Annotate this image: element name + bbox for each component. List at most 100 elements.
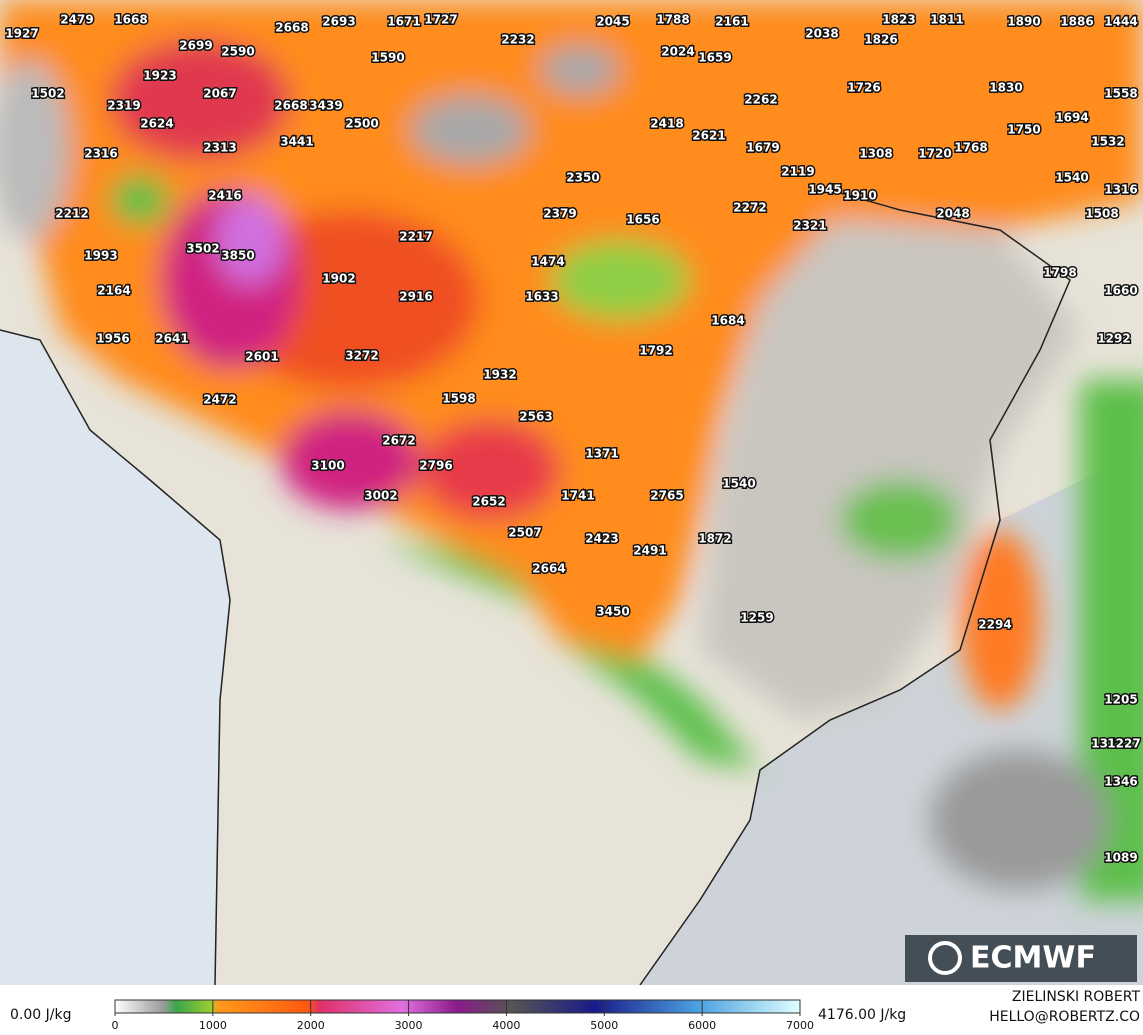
- cape-label: 1508: [1085, 207, 1118, 221]
- cape-label: 1927: [5, 27, 38, 41]
- cape-label: 1768: [954, 141, 987, 155]
- colorbar-tick-label: 3000: [395, 1019, 423, 1032]
- cape-label: 1668: [114, 13, 147, 27]
- cape-label: 1659: [698, 51, 731, 65]
- cape-label: 3502: [186, 242, 219, 256]
- cape-label: 2668: [275, 21, 308, 35]
- cape-label: 2423: [585, 532, 618, 546]
- cape-label: 1726: [847, 81, 880, 95]
- cape-label: 2119: [781, 165, 814, 179]
- cape-label: 1346: [1104, 775, 1137, 789]
- cape-label: 1826: [864, 33, 897, 47]
- cape-label: 3272: [345, 349, 378, 363]
- credit-contact: HELLO@ROBERTZ.CO: [989, 1009, 1140, 1025]
- cape-label: 1532: [1091, 135, 1124, 149]
- colorbar-tick-label: 7000: [786, 1019, 814, 1032]
- cape-label: 1312: [1091, 737, 1124, 751]
- cape-label: 2624: [140, 117, 173, 131]
- cape-label: 1890: [1007, 15, 1040, 29]
- cape-label: 1598: [442, 392, 475, 406]
- cape-label: 1590: [371, 51, 404, 65]
- cape-label: 2621: [692, 129, 725, 143]
- cape-label: 2272: [733, 201, 766, 215]
- cape-label: 2316: [84, 147, 117, 161]
- logo: ECMWF: [905, 935, 1137, 982]
- cape-label: 1727: [424, 13, 457, 27]
- cape-label: 2652: [472, 495, 505, 509]
- cape-label: 2313: [203, 141, 236, 155]
- cape-label: 2161: [715, 15, 748, 29]
- cape-label: 2668: [274, 99, 307, 113]
- cape-label: 1540: [1055, 171, 1088, 185]
- cape-label: 2491: [633, 544, 666, 558]
- legend-max-label: 4176.00 J/kg: [818, 1007, 906, 1023]
- logo-text: ECMWF: [970, 941, 1096, 976]
- cape-label: 2500: [345, 117, 378, 131]
- cape-label: 2038: [805, 27, 838, 41]
- cape-label: 2048: [936, 207, 969, 221]
- cape-label: 2379: [543, 207, 576, 221]
- colorbar-tick-label: 0: [112, 1019, 119, 1032]
- cape-label: 1945: [808, 183, 841, 197]
- cape-label: 1308: [859, 147, 892, 161]
- colorbar-tick-label: 4000: [492, 1019, 520, 1032]
- cape-label: 3850: [221, 249, 254, 263]
- cape-label: 2916: [399, 290, 432, 304]
- cape-label: 1671: [387, 15, 420, 29]
- cape-label: 1923: [143, 69, 176, 83]
- cape-label: 2232: [501, 33, 534, 47]
- cape-label: 2067: [203, 87, 236, 101]
- cape-label: 2319: [107, 99, 140, 113]
- map-background: [0, 0, 1143, 985]
- cape-label: 1956: [96, 332, 129, 346]
- cape-label: 2765: [650, 489, 683, 503]
- cape-label: 2217: [399, 230, 432, 244]
- cape-label: 1694: [1055, 111, 1088, 125]
- cape-label: 2590: [221, 45, 254, 59]
- cape-label: 1540: [722, 477, 755, 491]
- colorbar-tick-label: 6000: [688, 1019, 716, 1032]
- cape-label: 1292: [1097, 332, 1130, 346]
- cape-label: 1830: [989, 81, 1022, 95]
- cape-label: 1886: [1060, 15, 1093, 29]
- cape-label: 1089: [1104, 851, 1137, 865]
- cape-label: 2418: [650, 117, 683, 131]
- cape-label: 1993: [84, 249, 117, 263]
- cape-label: 1633: [525, 290, 558, 304]
- cape-label: 1811: [930, 13, 963, 27]
- cape-label: 1371: [585, 447, 618, 461]
- cape-label: 1502: [31, 87, 64, 101]
- credit-name: ZIELINSKI ROBERT: [1012, 989, 1141, 1005]
- cape-label: 1932: [483, 368, 516, 382]
- cape-label: 1660: [1104, 284, 1137, 298]
- cape-label: 1902: [322, 272, 355, 286]
- cape-label: 2664: [532, 562, 565, 576]
- cape-label: 1741: [561, 489, 594, 503]
- cape-label: 1474: [531, 255, 564, 269]
- cape-label: 2601: [245, 350, 278, 364]
- cape-label: 2024: [661, 45, 694, 59]
- legend-min-label: 0.00 J/kg: [10, 1007, 71, 1023]
- cape-label: 2212: [55, 207, 88, 221]
- cape-label: 1910: [843, 189, 876, 203]
- cape-label: 2321: [793, 219, 826, 233]
- cape-label: 2294: [978, 618, 1011, 632]
- cape-label: 1205: [1104, 693, 1137, 707]
- logo-icon: [928, 941, 962, 975]
- cape-label: 2164: [97, 284, 130, 298]
- cape-label: 1259: [740, 611, 773, 625]
- colorbar-tick-label: 1000: [199, 1019, 227, 1032]
- cape-label: 1792: [639, 344, 672, 358]
- cape-label: 1444: [1104, 15, 1137, 29]
- colorbar-tick-label: 2000: [297, 1019, 325, 1032]
- cape-label: 2416: [208, 189, 241, 203]
- cape-label: 3100: [311, 459, 344, 473]
- cape-label: 1679: [746, 141, 779, 155]
- cape-label: 2641: [155, 332, 188, 346]
- cape-label: 3441: [280, 135, 313, 149]
- cape-label: 2472: [203, 393, 236, 407]
- cape-label: 1720: [918, 147, 951, 161]
- cape-label: 2479: [60, 13, 93, 27]
- cape-label: 1227: [1107, 737, 1140, 751]
